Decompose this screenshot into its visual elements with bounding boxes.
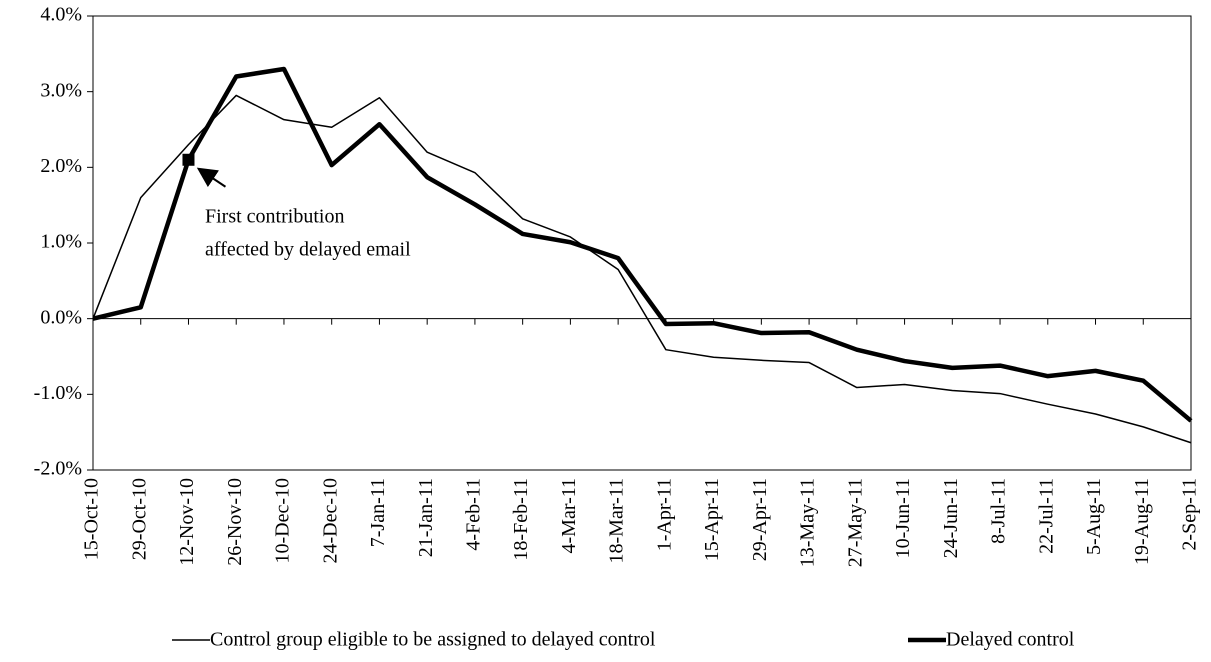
- series-line: [92, 94, 1192, 444]
- x-tick-label: 24-Jun-11: [940, 478, 962, 558]
- x-tick-label: 22-Jul-11: [1035, 478, 1057, 554]
- legend-label: Delayed control: [946, 629, 1075, 651]
- x-tick-label: 10-Jun-11: [892, 478, 914, 558]
- x-tick-label: 21-Jan-11: [415, 478, 437, 557]
- x-tick-label: 19-Aug-11: [1131, 478, 1153, 565]
- x-tick-label: 4-Mar-11: [558, 478, 580, 554]
- y-tick-label: 2.0%: [40, 155, 82, 177]
- x-tick-label: 15-Apr-11: [701, 478, 723, 561]
- y-tick-label: 4.0%: [40, 4, 82, 26]
- x-tick-label: 8-Jul-11: [988, 478, 1010, 544]
- x-tick-label: 18-Feb-11: [510, 478, 532, 561]
- x-tick-label: 4-Feb-11: [463, 478, 485, 551]
- annotation-arrow: [196, 167, 227, 188]
- annotation-text: affected by delayed email: [205, 239, 411, 261]
- legend-label: Control group eligible to be assigned to…: [210, 629, 656, 651]
- x-tick-label: 13-May-11: [797, 478, 819, 567]
- series-line: [92, 66, 1193, 423]
- x-tick-label: 12-Nov-10: [176, 478, 198, 566]
- x-tick-label: 29-Apr-11: [749, 478, 771, 561]
- y-tick-label: -1.0%: [34, 382, 82, 404]
- y-tick-label: 0.0%: [40, 306, 82, 328]
- y-tick-label: 3.0%: [40, 79, 82, 101]
- x-tick-label: 26-Nov-10: [224, 478, 246, 566]
- x-tick-label: 27-May-11: [844, 478, 866, 567]
- x-tick-label: 7-Jan-11: [367, 478, 389, 547]
- x-tick-label: 24-Dec-10: [319, 478, 341, 564]
- x-tick-label: 18-Mar-11: [606, 478, 628, 564]
- y-tick-label: -2.0%: [34, 458, 82, 480]
- annotation-text: First contribution: [205, 206, 344, 228]
- x-tick-label: 29-Oct-10: [128, 478, 150, 560]
- x-tick-label: 1-Apr-11: [653, 478, 675, 551]
- x-tick-label: 5-Aug-11: [1083, 478, 1105, 555]
- x-tick-label: 2-Sep-11: [1179, 478, 1201, 551]
- x-tick-label: 15-Oct-10: [81, 478, 103, 560]
- x-tick-label: 10-Dec-10: [272, 478, 294, 564]
- y-tick-label: 1.0%: [40, 231, 82, 253]
- annotation-marker: [182, 153, 195, 166]
